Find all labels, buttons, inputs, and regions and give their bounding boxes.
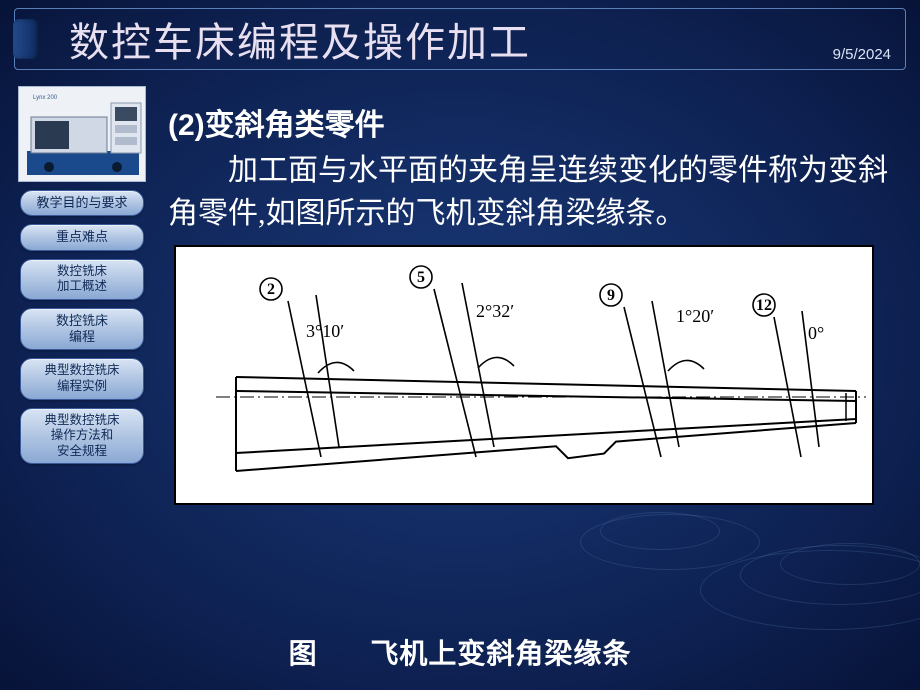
machine-illustration: Lynx 200	[18, 86, 146, 182]
svg-text:3°10′: 3°10′	[306, 321, 344, 341]
svg-text:9: 9	[607, 287, 615, 304]
caption-prefix: 图	[289, 638, 318, 669]
svg-text:0°: 0°	[808, 323, 824, 343]
ripple-decor	[780, 543, 920, 585]
caption-text: 飞机上变斜角梁缘条	[370, 638, 631, 669]
svg-text:1°20′: 1°20′	[676, 306, 714, 326]
date-label: 9/5/2024	[833, 46, 891, 63]
nav-button-2[interactable]: 数控铣床 加工概述	[20, 259, 144, 300]
nav-button-0[interactable]: 教学目的与要求	[20, 190, 144, 216]
content-area: (2)变斜角类零件 加工面与水平面的夹角呈连续变化的零件称为变斜角零件,如图所示…	[164, 100, 902, 505]
body-text: 加工面与水平面的夹角呈连续变化的零件称为变斜角零件,如图所示的飞机变斜角梁缘条。	[168, 150, 896, 235]
svg-text:2: 2	[267, 281, 275, 298]
title-accent	[13, 19, 39, 59]
nav-button-1[interactable]: 重点难点	[20, 224, 144, 250]
subheading: (2)变斜角类零件	[168, 100, 902, 144]
sidebar: Lynx 200 教学目的与要求重点难点数控铣床 加工概述数控铣床 编程典型数控…	[14, 86, 150, 464]
title-bar: 数控车床编程及操作加工 9/5/2024	[14, 8, 906, 70]
slide: 数控车床编程及操作加工 9/5/2024 Lynx 200 教学目的与要求重点难…	[0, 0, 920, 690]
nav-button-4[interactable]: 典型数控铣床 编程实例	[20, 358, 144, 399]
nav-button-3[interactable]: 数控铣床 编程	[20, 308, 144, 351]
figure-diagram: 2 3°10′ 5 2°32′ 9 1°20′ 12 0°	[174, 245, 874, 505]
nav-button-5[interactable]: 典型数控铣床 操作方法和 安全规程	[20, 408, 144, 465]
ripple-decor	[600, 512, 720, 550]
figure-caption: 图 飞机上变斜角梁缘条	[0, 632, 920, 672]
svg-text:12: 12	[756, 297, 772, 314]
svg-text:2°32′: 2°32′	[476, 301, 514, 321]
svg-text:Lynx 200: Lynx 200	[33, 95, 58, 101]
svg-text:5: 5	[417, 269, 425, 286]
page-title: 数控车床编程及操作加工	[29, 10, 833, 68]
